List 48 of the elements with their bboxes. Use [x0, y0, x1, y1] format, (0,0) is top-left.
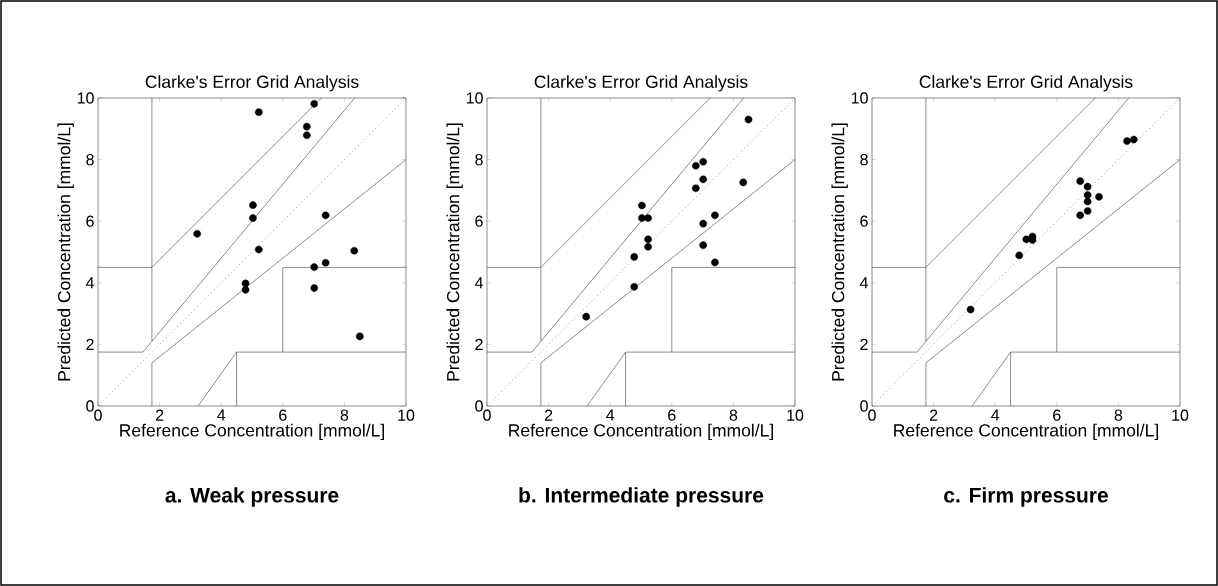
y-tick-label: 6 — [860, 215, 868, 227]
x-tick-label: 8 — [1114, 409, 1123, 421]
x-tick-label: 8 — [729, 409, 738, 421]
y-tick-label: 0 — [860, 400, 868, 412]
chart-title: Clarke's Error Grid Analysis — [145, 75, 359, 92]
text: a. Weak pressure — [165, 487, 339, 507]
y-tick-label: 8 — [86, 153, 94, 166]
y-tick-label: 10 — [466, 92, 483, 104]
x-tick-label: 0 — [868, 409, 876, 421]
y-tick-label: 10 — [77, 92, 94, 104]
y-tick-label: 6 — [86, 215, 94, 227]
x-tick-label: 4 — [606, 409, 615, 421]
x-tick-label: 8 — [340, 409, 349, 421]
chart-title: Clarke's Error Grid Analysis — [919, 75, 1133, 92]
x-tick-label: 2 — [544, 409, 553, 421]
y-tick-label: 10 — [851, 92, 868, 104]
y-tick-label: 0 — [475, 400, 483, 412]
y-axis-title: Predicted Concentration [mmol/L] — [831, 123, 848, 381]
x-axis-title: Reference Concentration [mmol/L] — [509, 423, 773, 441]
y-tick-label: 2 — [475, 338, 483, 350]
x-tick-label: 10 — [1172, 409, 1189, 421]
text: b. Intermediate pressure — [519, 487, 764, 507]
y-axis-title: Predicted Concentration [mmol/L] — [57, 123, 74, 381]
y-tick-label: 8 — [860, 153, 868, 166]
y-tick-label: 4 — [474, 277, 483, 289]
x-tick-label: 6 — [668, 409, 676, 421]
x-tick-label: 0 — [94, 409, 102, 421]
x-tick-label: 6 — [1053, 409, 1061, 421]
y-tick-label: 4 — [859, 277, 868, 289]
x-tick-label: 10 — [398, 409, 415, 421]
x-tick-label: 4 — [991, 409, 1000, 421]
y-tick-label: 8 — [475, 153, 483, 166]
x-tick-label: 6 — [279, 409, 287, 421]
x-tick-label: 2 — [929, 409, 938, 421]
y-axis-title: Predicted Concentration [mmol/L] — [446, 123, 463, 381]
y-tick-label: 4 — [85, 277, 94, 289]
y-tick-label: 6 — [475, 215, 483, 227]
x-axis-title: Reference Concentration [mmol/L] — [120, 423, 384, 441]
chart-title: Clarke's Error Grid Analysis — [534, 75, 748, 92]
x-tick-label: 0 — [483, 409, 491, 421]
x-tick-label: 2 — [155, 409, 164, 421]
x-tick-label: 10 — [787, 409, 804, 421]
text: c. Firm pressure — [944, 487, 1108, 507]
x-tick-label: 4 — [217, 409, 226, 421]
x-axis-title: Reference Concentration [mmol/L] — [894, 423, 1158, 441]
y-tick-label: 2 — [86, 338, 94, 350]
y-tick-label: 0 — [86, 400, 94, 412]
y-tick-label: 2 — [860, 338, 868, 350]
